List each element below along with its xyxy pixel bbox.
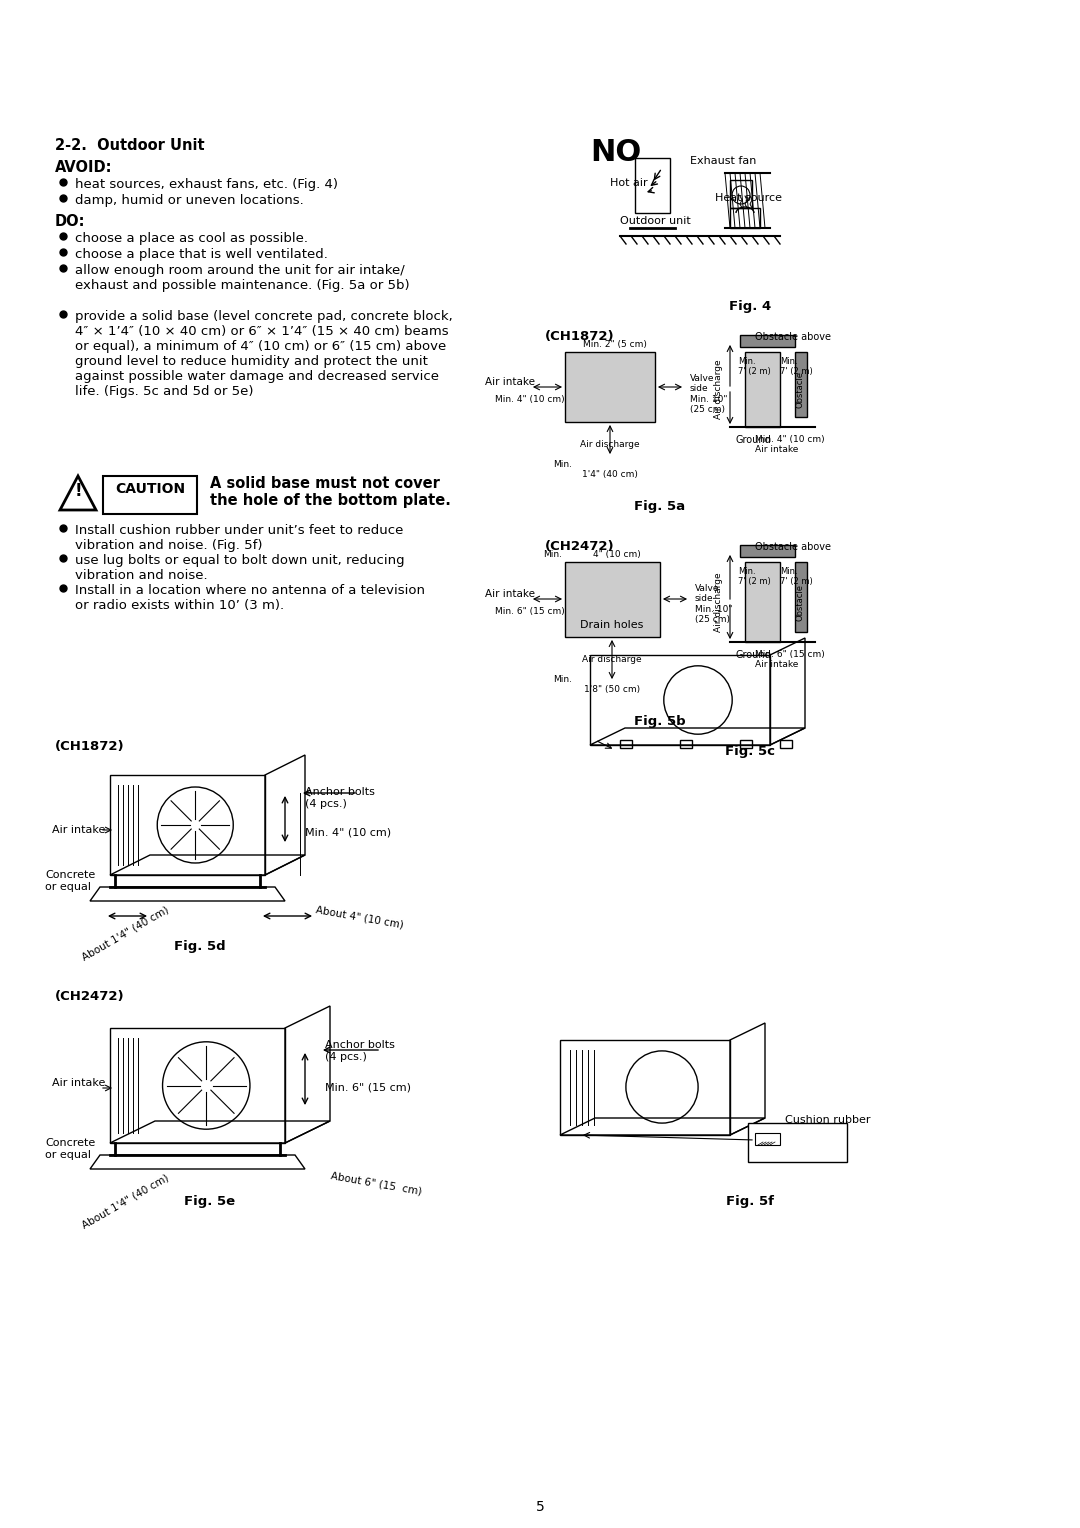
Bar [620,740,632,749]
FancyBboxPatch shape [103,477,197,513]
Text: Fig. 5b: Fig. 5b [634,715,686,727]
Text: Min.
7' (2 m): Min. 7' (2 m) [738,567,771,587]
Bar [740,545,795,558]
Text: Ground: Ground [735,435,771,445]
Text: choose a place as cool as possible.: choose a place as cool as possible. [75,232,308,244]
Text: Min. 2" (5 cm): Min. 2" (5 cm) [583,341,647,348]
Bar [635,157,670,212]
Text: Fig. 5e: Fig. 5e [185,1195,235,1209]
Text: AVOID:: AVOID: [55,160,112,176]
Text: Min. 6" (15 cm): Min. 6" (15 cm) [495,607,565,616]
Text: About 1'4" (40 cm): About 1'4" (40 cm) [80,1174,171,1232]
Text: Fig. 5a: Fig. 5a [634,500,686,513]
Text: 5: 5 [536,1500,544,1514]
Bar [740,740,752,749]
Text: Air discharge: Air discharge [582,656,642,665]
Text: Fig. 5c: Fig. 5c [725,746,775,758]
Text: heat sources, exhaust fans, etc. (Fig. 4): heat sources, exhaust fans, etc. (Fig. 4… [75,177,338,191]
Text: Fig. 5d: Fig. 5d [174,940,226,953]
Text: Obstacle above: Obstacle above [755,332,831,342]
Text: Air discharge: Air discharge [580,440,639,449]
Text: Min. 6" (15 cm): Min. 6" (15 cm) [325,1083,411,1093]
Text: provide a solid base (level concrete pad, concrete block,
4″ × 1’4″ (10 × 40 cm): provide a solid base (level concrete pad… [75,310,453,397]
Text: Obstacle: Obstacle [796,584,805,620]
Text: Obstacle: Obstacle [796,370,805,408]
Bar [745,562,780,642]
Text: Fig. 4: Fig. 4 [729,299,771,313]
Bar [755,1132,780,1144]
Bar [565,562,660,637]
Text: Install in a location where no antenna of a television
or radio exists within 10: Install in a location where no antenna o… [75,584,426,613]
Text: Air intake: Air intake [485,588,535,599]
Text: Valve
side
Min. 10"
(25 cm): Valve side Min. 10" (25 cm) [696,584,732,625]
Bar [730,208,760,228]
Bar [590,656,770,746]
Text: Min.
7' (2 m): Min. 7' (2 m) [780,358,813,376]
Bar [795,351,807,417]
Text: Min. 6" (15 cm)
Air intake: Min. 6" (15 cm) Air intake [755,649,825,669]
FancyBboxPatch shape [748,1123,847,1161]
Text: Min.
7' (2 m): Min. 7' (2 m) [738,358,771,376]
Text: Air discharge: Air discharge [714,359,723,419]
Text: Anchor bolts
(4 pcs.): Anchor bolts (4 pcs.) [325,1041,395,1062]
Text: Anchor bolts
(4 pcs.): Anchor bolts (4 pcs.) [305,787,375,808]
Text: Exhaust fan: Exhaust fan [690,156,756,167]
Bar [680,740,692,749]
Text: Concrete
or equal: Concrete or equal [45,869,95,892]
Text: (CH2472): (CH2472) [55,990,124,1002]
Bar [740,335,795,347]
Bar [561,1041,730,1135]
Text: Min.: Min. [543,550,562,559]
Bar [780,740,792,749]
Text: Min. 4" (10 cm)
Air intake: Min. 4" (10 cm) Air intake [755,435,825,454]
Text: Obstacle above: Obstacle above [755,542,831,552]
Text: use lug bolts or equal to bolt down unit, reducing
vibration and noise.: use lug bolts or equal to bolt down unit… [75,555,405,582]
Text: Min.
7' (2 m): Min. 7' (2 m) [780,567,813,587]
Text: 1'8" (50 cm): 1'8" (50 cm) [584,685,640,694]
Text: Ground: Ground [735,649,771,660]
Text: 1'4" (40 cm): 1'4" (40 cm) [582,471,638,478]
Text: 4" (10 cm): 4" (10 cm) [593,550,640,559]
Text: Min. 4" (10 cm): Min. 4" (10 cm) [496,394,565,403]
Text: 2-2.  Outdoor Unit: 2-2. Outdoor Unit [55,138,204,153]
Text: About 4" (10 cm): About 4" (10 cm) [315,905,404,931]
Text: Air intake: Air intake [485,377,535,387]
Text: Concrete
or equal: Concrete or equal [45,1138,95,1160]
Text: Air intake: Air intake [52,1077,106,1088]
Text: CAUTION: CAUTION [114,481,185,497]
Text: Min. 4" (10 cm): Min. 4" (10 cm) [305,827,391,837]
Text: About 6" (15  cm): About 6" (15 cm) [330,1170,422,1196]
Text: Air discharge: Air discharge [714,571,723,631]
Text: DO:: DO: [55,214,85,229]
Text: A solid base must not cover
the hole of the bottom plate.: A solid base must not cover the hole of … [210,477,450,509]
Text: !: ! [75,481,82,500]
Text: Min.: Min. [553,460,572,469]
Text: About 1'4" (40 cm): About 1'4" (40 cm) [80,905,171,963]
Bar [795,562,807,633]
Text: Cushion rubber: Cushion rubber [785,1115,870,1125]
Text: allow enough room around the unit for air intake/
exhaust and possible maintenan: allow enough room around the unit for ai… [75,264,409,292]
Bar [730,180,752,208]
Text: Fig. 5f: Fig. 5f [726,1195,774,1209]
Text: NO: NO [590,138,642,167]
Bar [565,351,654,422]
Bar [745,351,780,426]
Text: (CH1872): (CH1872) [55,740,124,753]
Text: choose a place that is well ventilated.: choose a place that is well ventilated. [75,248,328,261]
Text: Valve
side
Min. 10"
(25 cm): Valve side Min. 10" (25 cm) [690,374,728,414]
Text: Outdoor unit: Outdoor unit [620,215,691,226]
Text: (CH2472): (CH2472) [545,539,615,553]
Text: damp, humid or uneven locations.: damp, humid or uneven locations. [75,194,303,206]
Text: (CH1872): (CH1872) [545,330,615,342]
Text: Hot air: Hot air [610,177,648,188]
Text: Heat source: Heat source [715,193,782,203]
Text: Air intake: Air intake [52,825,106,834]
Text: Min.: Min. [553,675,572,685]
Text: Drain holes: Drain holes [580,620,644,630]
Text: Install cushion rubber under unit’s feet to reduce
vibration and noise. (Fig. 5f: Install cushion rubber under unit’s feet… [75,524,403,552]
